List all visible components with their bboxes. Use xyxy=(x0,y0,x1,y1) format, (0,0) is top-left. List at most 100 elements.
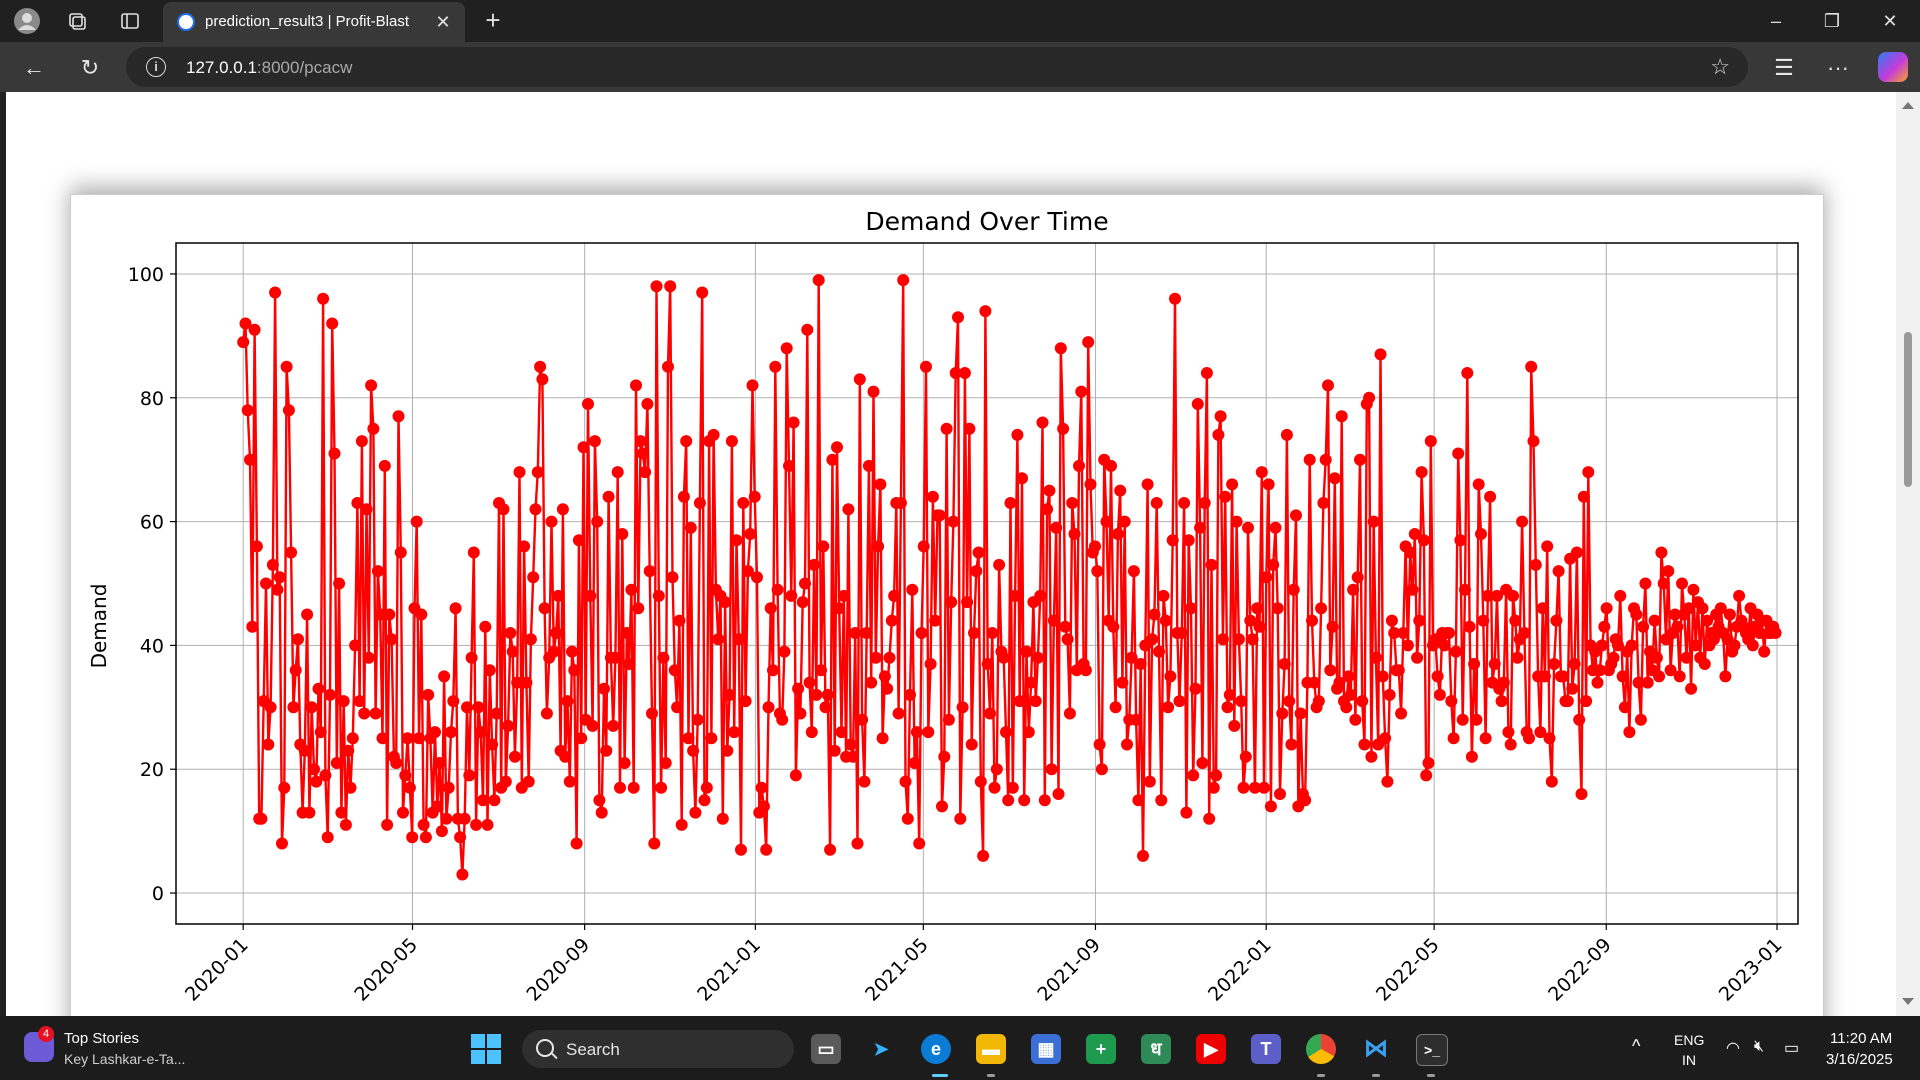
profile-icon[interactable] xyxy=(12,6,42,36)
data-point xyxy=(762,701,775,714)
clock-time[interactable]: 11:20 AM xyxy=(1830,1030,1893,1047)
data-point xyxy=(826,453,839,466)
data-point xyxy=(534,360,547,373)
taskbar-search[interactable]: Search xyxy=(522,1030,794,1068)
edge-icon[interactable]: e xyxy=(921,1034,951,1064)
data-point xyxy=(664,280,677,293)
data-point xyxy=(566,645,578,658)
refresh-icon[interactable]: ↻ xyxy=(80,55,100,80)
favorites-icon[interactable]: ☰ xyxy=(1774,55,1794,80)
data-point xyxy=(1182,534,1195,547)
start-icon[interactable] xyxy=(471,1034,501,1064)
data-point xyxy=(1557,670,1570,683)
terminal-icon[interactable]: >_ xyxy=(1416,1034,1448,1066)
data-point xyxy=(789,769,802,782)
close-tab-icon[interactable]: ✕ xyxy=(435,12,451,32)
data-point xyxy=(1118,515,1131,528)
scroll-up-icon[interactable] xyxy=(1902,102,1914,109)
data-point xyxy=(1205,558,1218,571)
data-point xyxy=(602,490,615,503)
data-point xyxy=(1443,627,1455,639)
language-line2[interactable]: IN xyxy=(1682,1052,1696,1068)
data-point xyxy=(1388,627,1401,639)
clock-date[interactable]: 3/16/2025 xyxy=(1826,1051,1893,1068)
data-point xyxy=(335,806,348,819)
info-icon[interactable]: i xyxy=(146,57,166,77)
data-point xyxy=(630,379,642,392)
copilot-icon[interactable] xyxy=(1878,52,1908,82)
data-point xyxy=(954,812,967,825)
data-point xyxy=(815,664,827,677)
data-point xyxy=(1687,583,1700,596)
data-point xyxy=(1401,639,1414,652)
data-point xyxy=(1029,695,1042,708)
data-point xyxy=(454,831,467,844)
data-point xyxy=(707,428,720,441)
data-point xyxy=(1294,707,1307,720)
data-point xyxy=(1095,763,1108,776)
data-point xyxy=(849,627,862,639)
data-point xyxy=(529,503,542,516)
data-point xyxy=(1269,521,1282,534)
vertical-tabs-icon[interactable] xyxy=(115,6,145,36)
data-point xyxy=(650,280,663,293)
chart-title: Demand Over Time xyxy=(865,207,1108,236)
store-icon[interactable]: ▦ xyxy=(1031,1034,1061,1064)
back-icon[interactable]: ← xyxy=(23,55,45,80)
more-icon[interactable]: ··· xyxy=(1827,55,1849,80)
workspaces-icon[interactable] xyxy=(62,6,92,36)
app-icon[interactable]: ध xyxy=(1141,1034,1171,1064)
data-point xyxy=(801,323,814,336)
scroll-down-icon[interactable] xyxy=(1902,998,1914,1005)
vscode-icon[interactable]: ⋈ xyxy=(1364,1035,1388,1062)
plot-frame xyxy=(175,242,1799,925)
speaker-muted-icon[interactable]: 🔇︎ xyxy=(1754,1038,1765,1055)
url-text[interactable]: 127.0.0.1:8000/pcacw xyxy=(186,58,352,78)
page-scrollbar[interactable] xyxy=(1896,92,1920,1016)
youtube-icon[interactable]: ▶ xyxy=(1196,1034,1226,1064)
data-point xyxy=(764,602,777,615)
favorite-star-icon[interactable]: ☆ xyxy=(1710,54,1730,79)
new-tab-icon[interactable]: + xyxy=(485,5,501,35)
data-point xyxy=(349,639,362,652)
battery-icon[interactable]: ▭ xyxy=(1784,1040,1800,1057)
data-point xyxy=(662,360,674,373)
data-point xyxy=(1280,428,1293,441)
data-point xyxy=(716,812,729,825)
data-point xyxy=(415,608,428,621)
data-point xyxy=(817,540,830,553)
chevron-up-icon[interactable]: ^ xyxy=(1632,1036,1641,1056)
file-explorer-icon[interactable]: ▬ xyxy=(976,1034,1006,1064)
restore-icon[interactable]: ❐ xyxy=(1823,11,1841,31)
data-point xyxy=(1484,490,1497,503)
active-tab[interactable]: prediction_result3 | Profit-Blast ✕ xyxy=(163,2,465,42)
search-label: Search xyxy=(566,1040,620,1059)
task-view-icon[interactable]: ▭ xyxy=(811,1034,841,1064)
sheets-icon[interactable]: + xyxy=(1086,1034,1116,1064)
data-point xyxy=(582,398,594,410)
wifi-icon[interactable]: ◠ xyxy=(1726,1040,1740,1057)
data-point xyxy=(586,719,599,732)
minimize-icon[interactable]: – xyxy=(1770,11,1781,31)
tab-strip: prediction_result3 | Profit-Blast ✕ + – … xyxy=(0,0,1920,42)
scrollbar-thumb[interactable] xyxy=(1904,332,1912,487)
teams-icon[interactable]: T xyxy=(1251,1034,1281,1064)
data-point xyxy=(1162,701,1175,714)
data-point xyxy=(1173,695,1186,708)
y-axis-label: Demand xyxy=(87,584,111,669)
data-point xyxy=(262,738,275,751)
close-window-icon[interactable]: ✕ xyxy=(1882,11,1898,31)
language-line1[interactable]: ENG xyxy=(1674,1032,1705,1048)
data-point xyxy=(876,732,889,745)
data-point xyxy=(1057,422,1070,435)
data-point xyxy=(1276,707,1289,720)
data-point xyxy=(1164,670,1177,683)
data-point xyxy=(1406,583,1419,596)
power-automate-icon[interactable]: ➤ xyxy=(873,1039,889,1059)
address-bar[interactable]: i 127.0.0.1:8000/pcacw ☆ xyxy=(126,47,1748,87)
chrome-icon[interactable] xyxy=(1306,1034,1336,1064)
data-point xyxy=(278,781,291,794)
data-point xyxy=(1696,602,1709,615)
data-point xyxy=(1374,348,1387,361)
data-point xyxy=(687,744,700,757)
